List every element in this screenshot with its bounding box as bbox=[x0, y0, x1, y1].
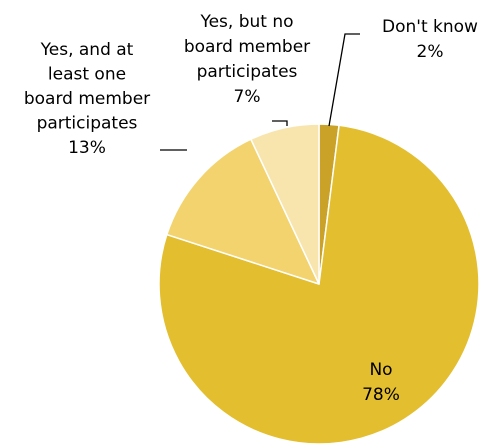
slice-label-line: 2% bbox=[417, 42, 444, 62]
slice-label-line: board member bbox=[184, 37, 310, 57]
slice-label-line: participates bbox=[197, 62, 298, 82]
leader-line-yes-no-board bbox=[272, 120, 288, 126]
pie-slice-yes-and-at-least-one-board-member-participates bbox=[166, 138, 320, 285]
slice-label-line: 7% bbox=[234, 87, 261, 107]
slice-label-don-t-know: Don't know 2% bbox=[382, 17, 478, 62]
slice-label-line: 78% bbox=[362, 385, 400, 405]
leader-lines bbox=[160, 33, 360, 151]
pie-slices bbox=[158, 123, 480, 444]
pie-slice-yes-but-no-board-member-participates bbox=[250, 123, 320, 285]
slice-label-line: Yes, but no bbox=[199, 12, 293, 32]
slice-labels: Don't know 2% No 78% Yes, and at least one boa… bbox=[24, 12, 478, 405]
slice-label-line: least one bbox=[48, 65, 126, 85]
slice-label-yes-and-at-least-one-board-member-participates: Yes, and at least one board member particip… bbox=[24, 40, 150, 158]
slice-label-no: No 78% bbox=[362, 360, 400, 405]
slice-label-yes-but-no-board-member-participates: Yes, but no board member participates 7% bbox=[184, 12, 310, 107]
slice-label-line: 13% bbox=[68, 138, 106, 158]
slice-label-line: No bbox=[369, 360, 392, 380]
slice-label-line: Don't know bbox=[382, 17, 478, 37]
slice-label-line: board member bbox=[24, 89, 150, 109]
slice-label-line: Yes, and at bbox=[40, 40, 134, 60]
leader-line-dont-know bbox=[328, 33, 360, 127]
slice-label-line: participates bbox=[37, 114, 138, 134]
